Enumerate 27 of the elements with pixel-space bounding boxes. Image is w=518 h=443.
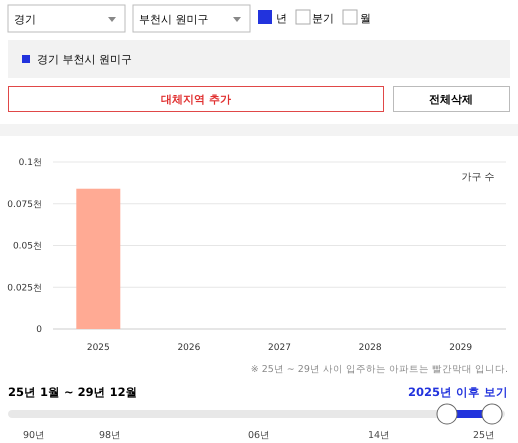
text: 월 (360, 12, 371, 25)
text: 06년 (248, 430, 270, 441)
text: 14년 (368, 430, 390, 441)
text: 대체지역 추가 (161, 93, 231, 106)
text: ※ 25년 ~ 29년 사이 입주하는 아파트는 빨간막대 입니다. (250, 364, 508, 375)
y-tick-label: 0.075천 (7, 200, 42, 210)
text: 분기 (312, 12, 334, 25)
text: 25년 1월 ~ 29년 12월 (8, 385, 138, 399)
y-tick-label: 0.05천 (12, 242, 42, 252)
text: 전체삭제 (429, 93, 473, 106)
x-tick-label: 2028 (358, 343, 382, 353)
x-tick-label: 2027 (268, 343, 291, 353)
x-tick-label: 2025 (86, 343, 110, 353)
text: 98년 (98, 430, 122, 441)
y-axis-title: 가구 수 (461, 172, 495, 183)
text: 25년 (472, 430, 496, 441)
x-tick-label: 2029 (449, 343, 472, 353)
text: 년 (276, 12, 287, 25)
y-tick-label: 0 (36, 325, 42, 335)
text: 부천시 원미구 (139, 13, 208, 26)
x-tick-label: 2026 (177, 343, 201, 353)
text: 경기 (14, 13, 36, 26)
text: 2025년 이후 보기 (408, 385, 508, 399)
y-tick-label: 0.025천 (7, 283, 42, 294)
text: 경기 부천시 원미구 (37, 53, 132, 66)
text: 90년 (22, 430, 46, 441)
y-tick-label: 0.1천 (18, 158, 42, 168)
